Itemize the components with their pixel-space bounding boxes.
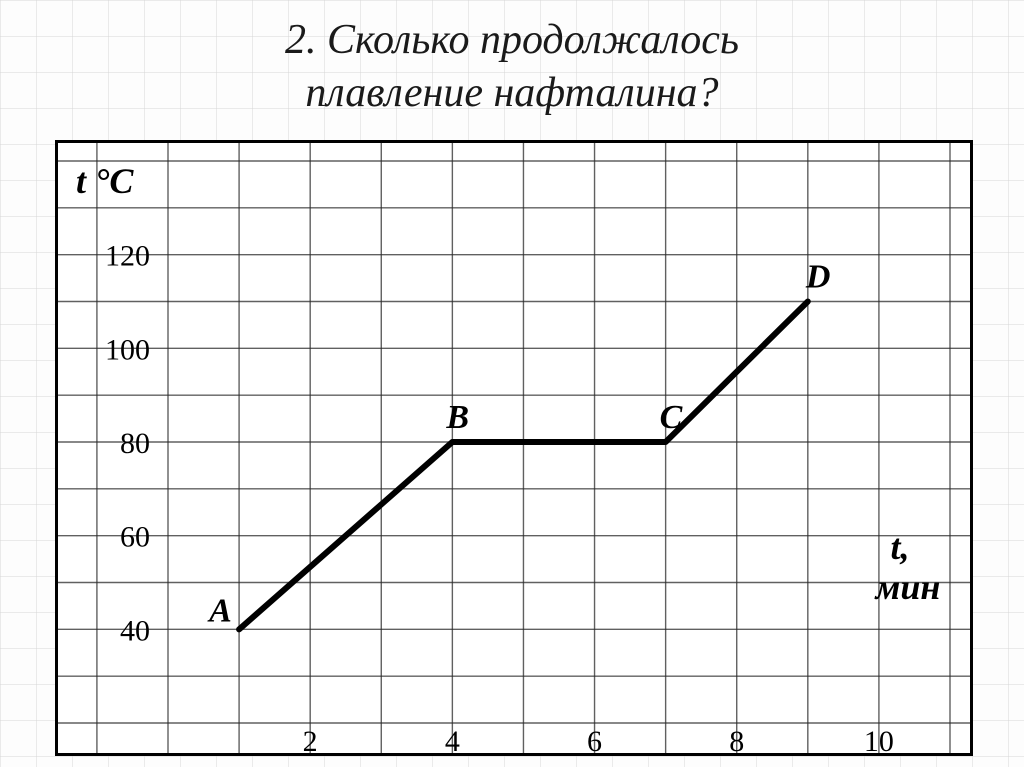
melting-chart: t °C 40 60 80 100 120 2 4 6 8 10 t,мин A B C D xyxy=(58,143,970,753)
page: 2. Сколько продолжалось плавление нафтал… xyxy=(0,0,1024,767)
question-title: 2. Сколько продолжалось плавление нафтал… xyxy=(0,14,1024,119)
point-label-b: B xyxy=(445,399,469,436)
title-line-2: плавление нафталина? xyxy=(305,70,718,116)
x-axis-label-line1: t, xyxy=(890,527,909,567)
x-tick-label: 10 xyxy=(864,725,894,753)
point-label-a: A xyxy=(207,592,232,629)
point-label-d: D xyxy=(805,259,831,296)
y-tick-label: 120 xyxy=(105,240,150,273)
x-tick-label: 8 xyxy=(729,725,744,753)
y-tick-label: 40 xyxy=(120,614,150,647)
x-tick-label: 4 xyxy=(445,725,460,753)
x-axis-label-line2: мин xyxy=(874,567,941,607)
x-tick-label: 6 xyxy=(587,725,602,753)
point-label-c: C xyxy=(660,399,683,436)
y-tick-label: 60 xyxy=(120,521,150,554)
chart-container: t °C 40 60 80 100 120 2 4 6 8 10 t,мин A B C D xyxy=(55,140,973,756)
x-tick-label: 2 xyxy=(303,725,318,753)
y-axis-label: t °C xyxy=(76,161,134,201)
y-tick-label: 100 xyxy=(105,333,150,366)
title-line-1: 2. Сколько продолжалось xyxy=(285,17,739,63)
y-tick-label: 80 xyxy=(120,427,150,460)
